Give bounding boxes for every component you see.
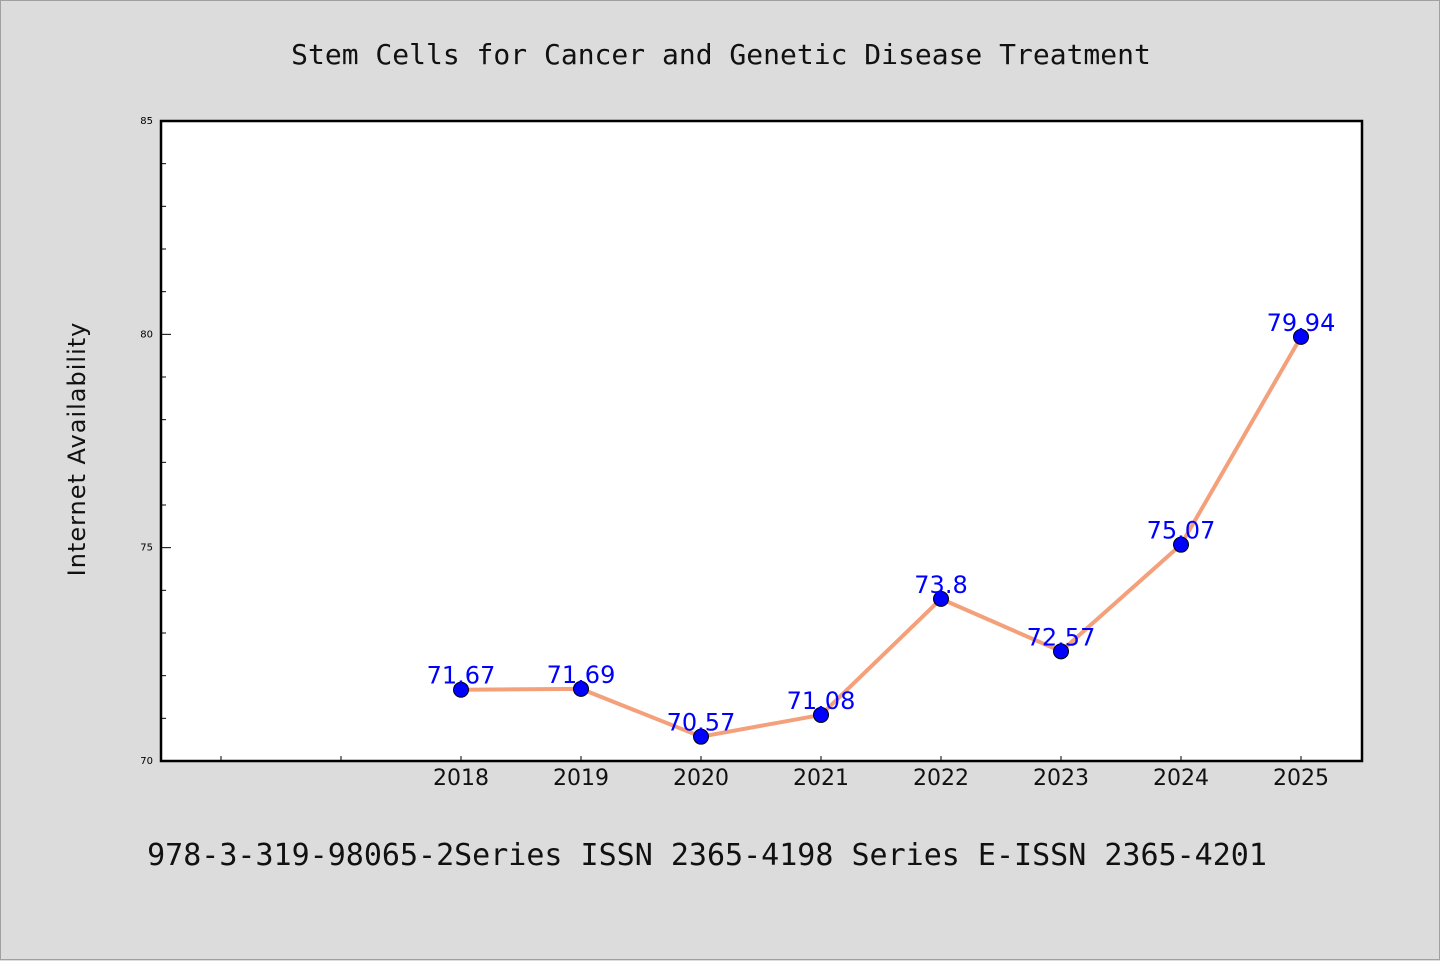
x-tick-label: 2025 [1273, 766, 1329, 791]
data-label: 75.07 [1147, 517, 1216, 545]
data-point [1173, 536, 1189, 553]
series-layer: 71.67 71.69 70.57 71.08 73.8 72.57 75.07 79.94 [427, 309, 1336, 745]
y-tick-label: 85 [140, 116, 153, 127]
data-label: 70.57 [667, 709, 736, 737]
x-tick-label: 2022 [913, 766, 969, 791]
chart-title: Stem Cells for Cancer and Genetic Diseas… [291, 38, 1151, 71]
data-label: 71.69 [547, 661, 616, 689]
data-label: 72.57 [1027, 623, 1096, 651]
y-tick-label: 80 [140, 329, 153, 340]
x-tick-label: 2019 [553, 766, 609, 791]
data-point [693, 728, 709, 745]
x-tick-label: 2023 [1033, 766, 1089, 791]
x-tick-label: 2021 [793, 766, 849, 791]
plot-area [161, 121, 1362, 761]
plot-border [159, 119, 1364, 763]
x-tick-label: 2020 [673, 766, 729, 791]
x-tick-label: 2018 [433, 766, 489, 791]
y-tick-label: 70 [140, 756, 153, 767]
data-point [813, 706, 829, 723]
x-axis-ticks: 2018 2019 2020 2021 2022 2023 2024 2025 [220, 756, 1329, 791]
data-point [1053, 643, 1069, 660]
data-point [933, 590, 949, 607]
y-tick-label: 75 [140, 543, 153, 554]
x-tick-label: 2024 [1153, 766, 1209, 791]
data-label: 79.94 [1267, 309, 1336, 337]
y-axis-label: Internet Availability [63, 322, 91, 577]
series-line [459, 334, 1303, 739]
data-point [1293, 328, 1309, 345]
footer-text: 978-3-319-98065-2Series ISSN 2365-4198 S… [147, 838, 1267, 873]
data-label: 73.8 [914, 571, 967, 599]
data-point [453, 681, 469, 698]
data-label: 71.67 [427, 662, 496, 690]
data-label: 71.08 [787, 687, 856, 715]
data-point [573, 680, 589, 697]
